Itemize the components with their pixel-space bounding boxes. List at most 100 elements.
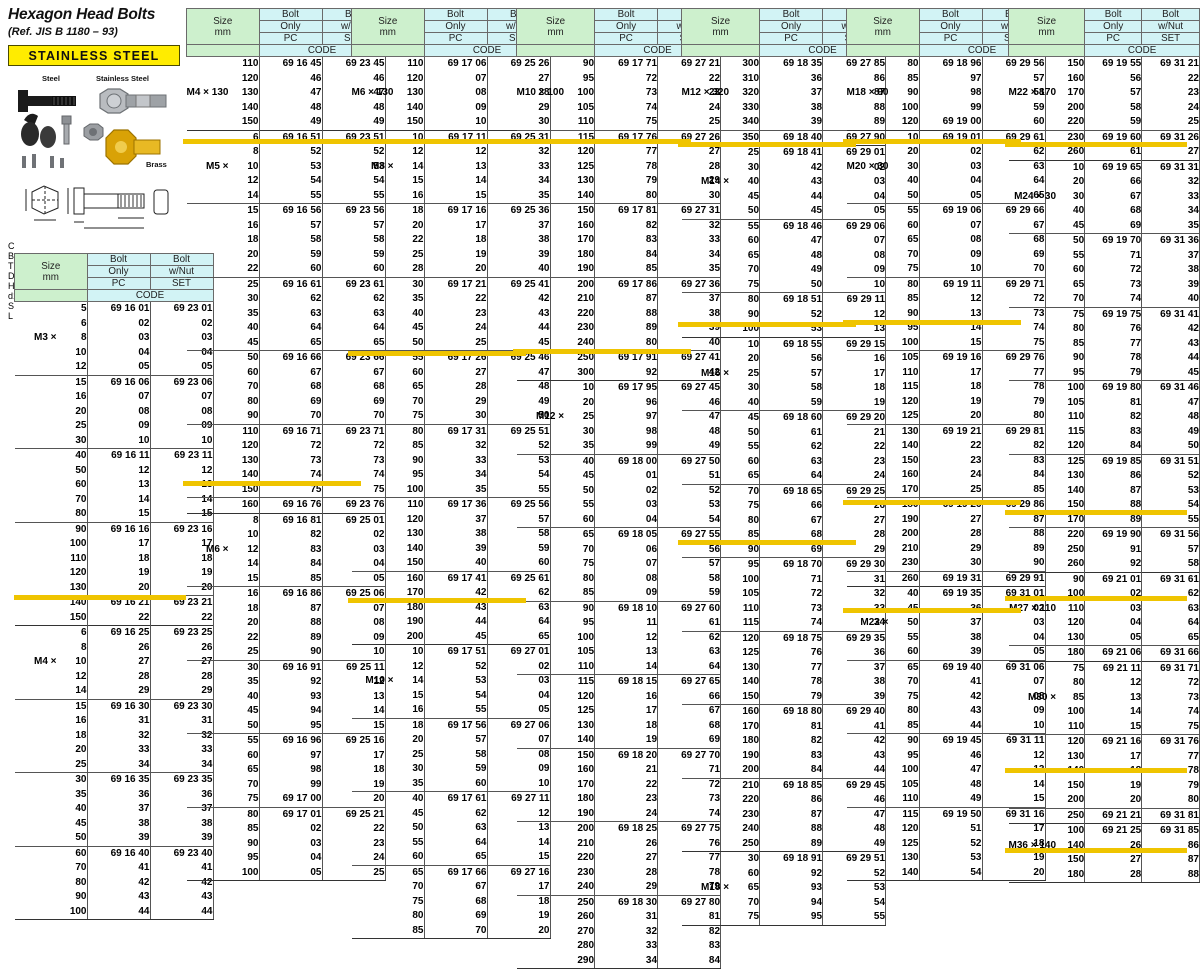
length-value: 50 <box>412 822 424 833</box>
code-bolt-only: 37 <box>918 616 983 631</box>
length-value: 200 <box>742 764 760 775</box>
thread-size-label <box>682 690 730 705</box>
length-value: 130 <box>1067 631 1085 643</box>
code-bolt-with-nut: 71 <box>657 763 722 778</box>
code-bolt-only: 98 <box>594 424 659 439</box>
table-row: 90 69 16 16 69 23 16 <box>14 521 214 537</box>
thread-size-label <box>352 262 394 277</box>
code-bolt-only: 75 <box>258 482 323 498</box>
length-value: 75 <box>582 558 595 569</box>
length-value: 150 <box>742 690 760 702</box>
code-bolt-with-nut: 35 <box>1141 218 1200 234</box>
code-bolt-with-nut: 54 <box>657 512 722 528</box>
thread-size-label <box>1008 807 1057 824</box>
length-value: 65 <box>747 470 760 481</box>
table-row: 45 38 38 <box>15 816 214 831</box>
length-value: 170 <box>577 778 595 790</box>
length-value: 130 <box>742 661 760 673</box>
code-bolt-only: 95 <box>759 910 824 926</box>
code-bolt-with-nut: 80 <box>1141 793 1200 808</box>
length-value: 110 <box>228 423 259 439</box>
thread-size-label <box>352 601 394 616</box>
size-group-highlight-bar <box>513 349 691 354</box>
code-bolt-with-nut: 65 <box>982 188 1046 204</box>
table-row: M27 × 110 110 03 63 <box>1009 601 1200 616</box>
thread-size-label <box>187 336 229 351</box>
thread-size-label <box>847 115 889 130</box>
thread-size-label <box>682 646 730 661</box>
header-unit-pc: PC <box>594 32 659 45</box>
code-bolt-only: 70 <box>258 409 323 424</box>
code-bolt-only: 80 <box>594 188 659 204</box>
code-bolt-with-nut: 64 <box>982 174 1046 189</box>
length-value: 110 <box>577 116 595 127</box>
length-value: 10 <box>75 346 87 358</box>
length-value: 180 <box>742 735 760 746</box>
code-bolt-with-nut: 22 <box>1141 71 1200 86</box>
thread-size-label <box>15 684 57 699</box>
length-value: 95 <box>1073 366 1085 378</box>
length-value: 60 <box>907 219 919 231</box>
table-row: 40 59 19 <box>682 395 887 411</box>
length-value: 45 <box>75 817 87 829</box>
length-value: 120 <box>577 146 595 157</box>
code-bolt-with-nut: 69 29 66 <box>982 203 1046 219</box>
table-row: 14 84 04 <box>187 557 386 572</box>
length-value: 110 <box>393 56 424 72</box>
table-row: 55 03 53 <box>517 498 722 513</box>
thread-size-label <box>1009 175 1057 190</box>
thread-size-label <box>517 396 565 411</box>
length-value: 45 <box>747 190 760 202</box>
table-row: 85 97 57 <box>847 71 1046 86</box>
length-value: 65 <box>412 381 424 392</box>
code-bolt-only: 13 <box>423 159 488 174</box>
thread-size-label <box>517 321 565 336</box>
length-value: 75 <box>412 895 424 907</box>
code-bolt-only: 88 <box>258 616 323 631</box>
thread-size-label <box>15 861 57 876</box>
length-value: 14 <box>247 558 259 569</box>
code-bolt-only: 69 19 31 <box>918 570 983 587</box>
header-code: CODE <box>86 289 214 302</box>
length-value: 130 <box>888 423 919 439</box>
code-bolt-only: 27 <box>86 655 151 670</box>
code-bolt-only: 57 <box>1084 86 1143 101</box>
thread-size-label <box>351 276 394 292</box>
table-row: 16 15 35 <box>352 188 551 204</box>
table-row: 95 11 61 <box>517 616 722 631</box>
table-row: M16 × 25 57 17 <box>682 366 887 381</box>
code-bolt-with-nut: 38 <box>1141 263 1200 278</box>
thread-size-label: M27 × 110 <box>1009 602 1057 614</box>
length-value: 260 <box>1067 146 1085 157</box>
table-row: 170 83 33 <box>517 233 722 248</box>
code-bolt-with-nut: 47 <box>322 86 386 101</box>
table-row: 8 26 26 <box>15 640 214 655</box>
table-row: 85 44 10 <box>847 718 1046 734</box>
code-bolt-with-nut: 33 <box>487 159 551 174</box>
code-bolt-with-nut: 82 <box>657 924 722 939</box>
header-size-spacer <box>846 44 920 57</box>
code-bolt-only: 69 16 91 <box>258 659 323 675</box>
length-value: 90 <box>747 543 760 555</box>
thread-size-label <box>846 733 889 749</box>
code-bolt-with-nut: 69 27 31 <box>657 203 722 219</box>
code-bolt-with-nut: 37 <box>487 218 551 233</box>
table-row: 140 78 38 <box>682 675 887 690</box>
table-row: 160 69 18 80 69 29 40 <box>681 704 887 720</box>
thread-size-label <box>1008 380 1057 396</box>
thread-size-label: M22 × 170 <box>1008 87 1057 98</box>
dim-label-C: C <box>8 241 15 251</box>
length-value: 30 <box>412 763 424 774</box>
table-row: 280 33 83 <box>517 939 722 954</box>
code-bolt-only: 32 <box>423 439 488 454</box>
code-bolt-with-nut: 69 23 25 <box>150 625 214 641</box>
code-bolt-with-nut: 17 <box>487 880 551 895</box>
thread-size-label <box>517 660 565 675</box>
code-bolt-only: 22 <box>86 610 151 626</box>
code-bolt-only: 34 <box>86 757 151 773</box>
thread-size-label <box>352 660 394 675</box>
code-bolt-only: 54 <box>258 174 323 189</box>
length-value: 160 <box>577 219 595 231</box>
table-row: 35 60 10 <box>352 776 551 792</box>
header-bolt-only-1: Bolt <box>423 8 488 21</box>
